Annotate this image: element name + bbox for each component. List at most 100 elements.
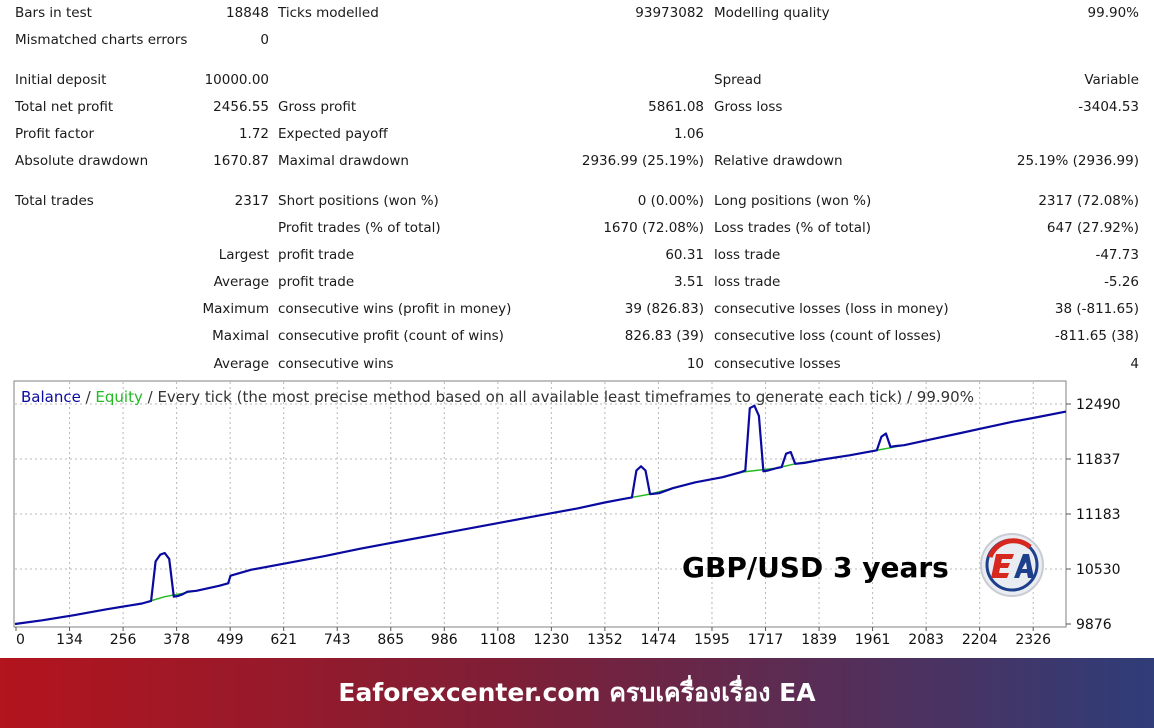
y-tick-label: 10530 [1076,562,1121,578]
x-tick-label: 499 [217,632,244,648]
report-label: consecutive profit (count of wins) [278,328,504,344]
report-value: 2317 [234,193,269,209]
report-value: 10 [686,356,704,372]
strategy-report: Bars in test 18848 Ticks modelled 93973082 M… [15,5,1139,372]
report-value: Maximum [202,301,269,317]
report-value: 38 (-811.65) [1054,301,1139,317]
chart-legend: Balance / Equity / Every tick (the most … [21,388,974,406]
report-value: Average [213,274,269,290]
banner-text: Eaforexcenter.com ครบเครื่องเรื่อง EA [338,678,816,707]
legend-description: / Every tick (the most precise method ba… [143,388,974,406]
report-label: Expected payoff [278,126,388,142]
chart-plot-frame [13,380,1067,628]
y-axis-ticks: 12490 11837 11183 10530 9876 [1066,397,1121,633]
report-value: 18848 [226,5,269,21]
report-label: loss trade [714,247,781,263]
x-tick-label: 134 [56,632,83,648]
chart-series [14,404,1067,626]
report-value: 1670 (72.08%) [603,220,704,236]
report-label: Initial deposit [15,72,107,88]
y-tick-label: 11183 [1076,507,1121,523]
report-label: Total net profit [15,99,114,115]
report-label: Short positions (won %) [278,193,439,209]
legend-separator: / [81,388,96,406]
chart-svg: Balance / Equity / Every tick (the most … [13,380,1121,648]
report-label: Loss trades (% of total) [714,220,872,236]
x-tick-label: 1108 [480,632,516,648]
x-tick-label: 256 [110,632,137,648]
report-label: consecutive losses [714,356,841,372]
x-tick-label: 986 [431,632,458,648]
report-value: -3404.53 [1078,99,1139,115]
report-label: Ticks modelled [278,5,379,21]
x-tick-label: 1717 [748,632,784,648]
report-label: Bars in test [15,5,92,21]
x-tick-label: 621 [270,632,297,648]
report-value: 3.51 [673,274,704,290]
x-tick-label: 743 [324,632,351,648]
report-label: Maximal drawdown [278,153,409,169]
report-label: Gross profit [278,99,357,115]
report-value: Largest [218,247,269,263]
report-value: 10000.00 [204,72,269,88]
x-tick-label: 0 [16,632,25,648]
report-value: 2456.55 [213,99,269,115]
report-value: 1.06 [673,126,704,142]
y-tick-label: 11837 [1076,452,1121,468]
report-label: profit trade [278,274,355,290]
x-tick-label: 1352 [587,632,623,648]
y-tick-label: 9876 [1076,617,1112,633]
x-tick-label: 1595 [694,632,730,648]
legend-balance: Balance [21,388,81,406]
report-label: Mismatched charts errors [15,32,188,48]
report-label: consecutive wins (profit in money) [278,301,512,317]
report-value: -811.65 (38) [1054,328,1139,344]
report-label: consecutive losses (loss in money) [714,301,949,317]
report-value: 1670.87 [213,153,269,169]
x-tick-label: 378 [163,632,190,648]
report-value: 1.72 [238,126,269,142]
report-value: Average [213,356,269,372]
x-tick-label: 1839 [801,632,837,648]
chart-grid [15,382,1066,626]
report-label: loss trade [714,274,781,290]
report-label: Modelling quality [714,5,830,21]
x-tick-label: 2326 [1015,632,1051,648]
pair-duration-label: GBP/USD 3 years [682,551,949,584]
report-value: 0 [260,32,269,48]
report-label: Spread [714,72,762,88]
report-label: Absolute drawdown [15,153,149,169]
report-value: Variable [1084,72,1139,88]
report-value: -5.26 [1104,274,1139,290]
report-value: 39 (826.83) [624,301,704,317]
balance-equity-chart: Balance / Equity / Every tick (the most … [13,380,1154,648]
report-value: 826.83 (39) [624,328,704,344]
report-label: consecutive wins [278,356,394,372]
x-tick-label: 1961 [855,632,891,648]
report-label: Gross loss [714,99,783,115]
report-value: 2936.99 (25.19%) [581,153,704,169]
report-value: 93973082 [635,5,704,21]
report-value: Maximal [212,328,269,344]
report-value: 647 (27.92%) [1046,220,1139,236]
report-label: consecutive loss (count of losses) [714,328,942,344]
report-value: 0 (0.00%) [637,193,704,209]
x-tick-label: 1474 [641,632,677,648]
y-tick-label: 12490 [1076,397,1121,413]
ea-logo [980,533,1044,597]
x-tick-label: 865 [377,632,404,648]
report-value: 99.90% [1087,5,1139,21]
report-label: Long positions (won %) [714,193,872,209]
promo-banner: Eaforexcenter.com ครบเครื่องเรื่อง EA [0,658,1154,728]
report-value: 4 [1130,356,1139,372]
report-label: profit trade [278,247,355,263]
legend-equity: Equity [95,388,143,406]
report-value: 60.31 [665,247,704,263]
x-tick-label: 2204 [962,632,998,648]
report-value: -47.73 [1095,247,1139,263]
x-axis-ticks: 0 134 256 378 499 621 743 865 986 1108 1230 1352 147… [15,627,1051,648]
report-value: 5861.08 [648,99,704,115]
x-tick-label: 1230 [534,632,570,648]
report-label: Profit trades (% of total) [278,220,441,236]
equity-curve-line [14,404,1067,626]
